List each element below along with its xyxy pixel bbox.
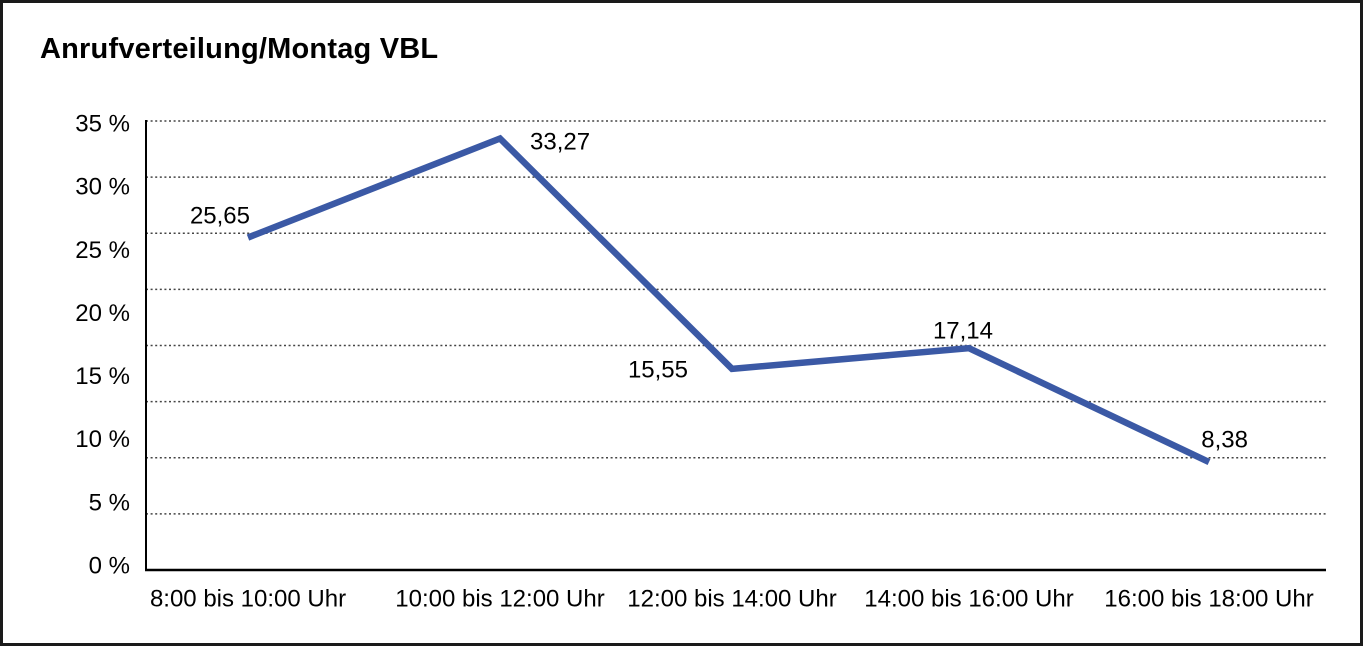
value-label: 33,27 xyxy=(530,129,590,156)
y-tick-label: 10 % xyxy=(75,426,130,453)
data-line xyxy=(246,134,1211,465)
y-tick-label: 5 % xyxy=(89,489,130,516)
y-tick-label: 0 % xyxy=(89,552,130,579)
x-tick-label: 14:00 bis 16:00 Uhr xyxy=(864,586,1073,613)
y-tick-label: 15 % xyxy=(75,363,130,390)
chart-title: Anrufverteilung/Montag VBL xyxy=(40,33,439,65)
x-tick-label: 12:00 bis 14:00 Uhr xyxy=(627,586,836,613)
x-tick-label: 8:00 bis 10:00 Uhr xyxy=(150,586,346,613)
x-tick-label: 16:00 bis 18:00 Uhr xyxy=(1104,586,1313,613)
x-tick-label: 10:00 bis 12:00 Uhr xyxy=(395,586,604,613)
value-label: 25,65 xyxy=(190,203,250,230)
y-tick-label: 25 % xyxy=(75,237,130,264)
value-label: 8,38 xyxy=(1201,427,1248,454)
value-label: 17,14 xyxy=(933,318,993,345)
y-tick-label: 20 % xyxy=(75,300,130,327)
line-chart: 35 % 30 % 25 % 20 % 15 % 10 % 5 % 0 % 8:00 bis 1… xyxy=(75,111,1326,613)
value-label: 15,55 xyxy=(628,357,688,384)
y-tick-label: 30 % xyxy=(75,174,130,201)
y-tick-label: 35 % xyxy=(75,111,130,138)
